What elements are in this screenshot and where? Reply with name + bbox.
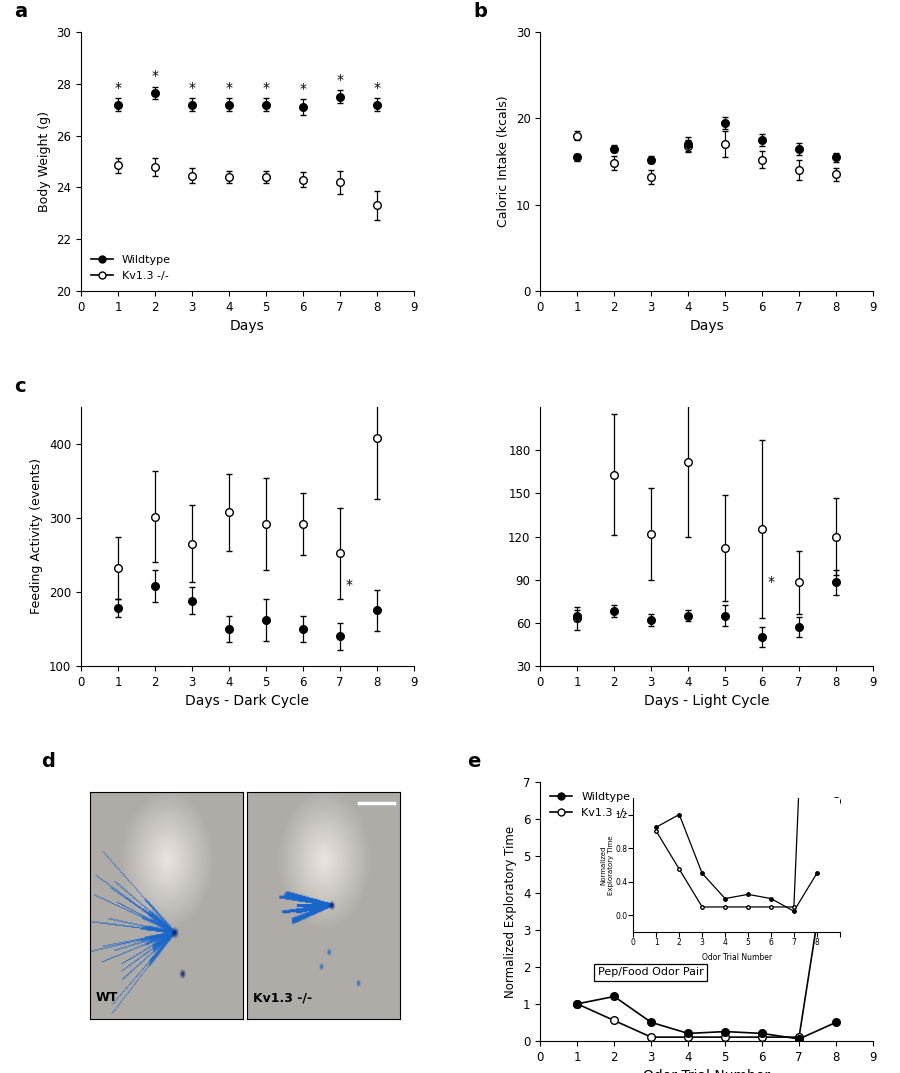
Text: *: *: [188, 82, 195, 95]
Text: *: *: [337, 73, 343, 87]
X-axis label: Days: Days: [689, 319, 724, 333]
Text: *: *: [263, 82, 269, 95]
Text: b: b: [473, 2, 488, 20]
X-axis label: Days: Days: [230, 319, 265, 333]
Text: *: *: [374, 82, 381, 95]
Text: Kv1.3 -/-: Kv1.3 -/-: [253, 991, 312, 1004]
Text: e: e: [467, 752, 481, 770]
Text: *: *: [300, 83, 306, 97]
X-axis label: Odor Trial Number: Odor Trial Number: [644, 1069, 770, 1073]
Y-axis label: Feeding Activity (events): Feeding Activity (events): [31, 458, 43, 615]
Y-axis label: Body Weight (g): Body Weight (g): [38, 111, 50, 212]
Text: WT: WT: [96, 991, 118, 1004]
Text: a: a: [14, 2, 28, 20]
Y-axis label: Caloric Intake (kcals): Caloric Intake (kcals): [497, 95, 510, 227]
Text: *: *: [114, 82, 122, 95]
Text: *: *: [225, 82, 232, 95]
Text: d: d: [41, 752, 55, 770]
Text: (6,5): (6,5): [797, 798, 824, 808]
Legend: Wildtype, Kv1.3 -/-: Wildtype, Kv1.3 -/-: [86, 251, 176, 285]
Text: *: *: [768, 575, 775, 589]
X-axis label: Days - Dark Cycle: Days - Dark Cycle: [185, 694, 310, 708]
Y-axis label: Normalized Exploratory Time: Normalized Exploratory Time: [504, 825, 518, 998]
X-axis label: Days - Light Cycle: Days - Light Cycle: [644, 694, 770, 708]
Text: *: *: [151, 70, 158, 84]
Text: *: *: [346, 577, 353, 591]
Legend: Wildtype, Kv1.3 -/-: Wildtype, Kv1.3 -/-: [545, 788, 634, 822]
Text: Pep/Food Odor Pair: Pep/Food Odor Pair: [598, 968, 703, 978]
Text: c: c: [14, 377, 26, 396]
